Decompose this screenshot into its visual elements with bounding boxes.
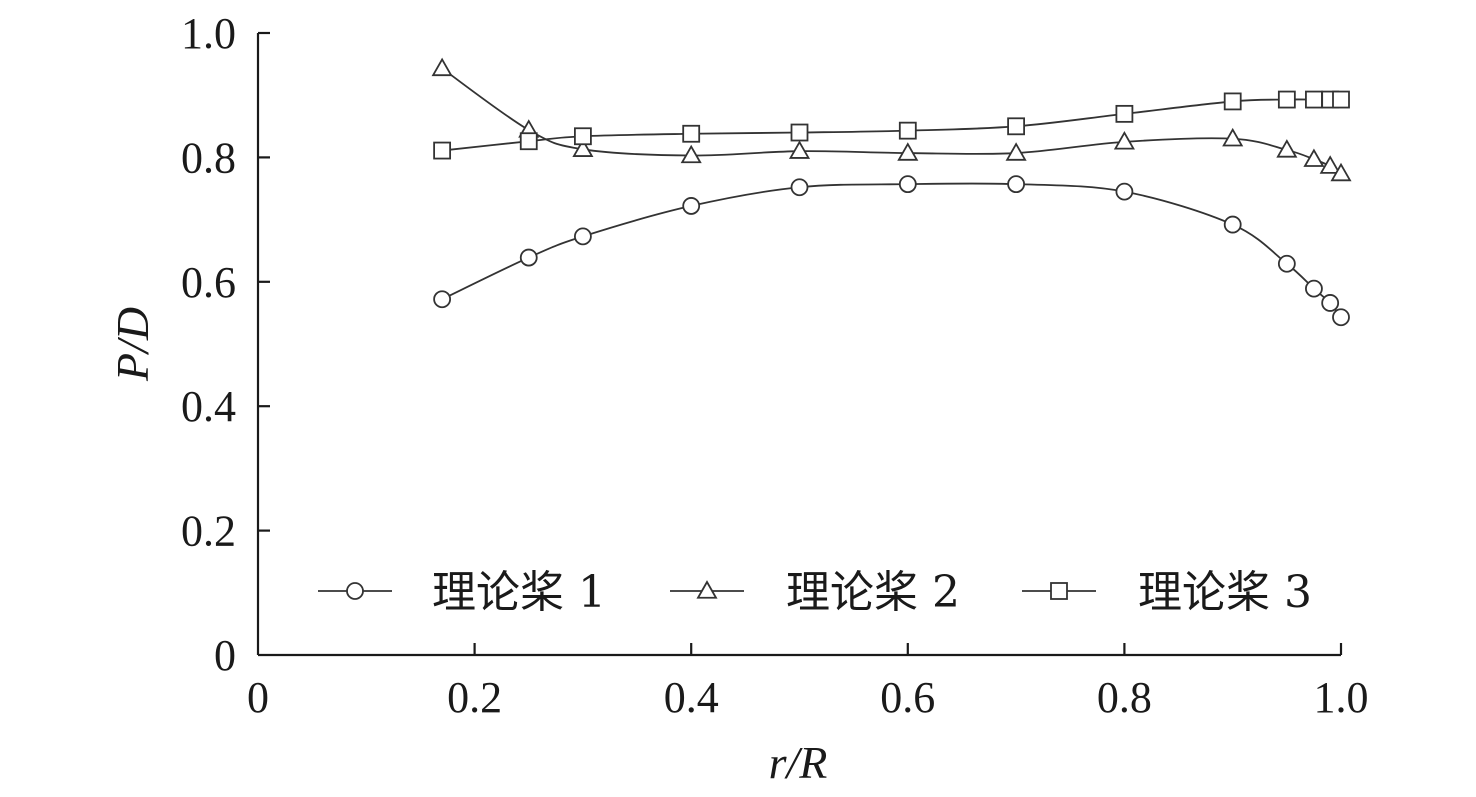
x-axis-title: r/R <box>769 737 828 788</box>
legend-label: 理论桨 2 <box>786 567 960 618</box>
series-2-point <box>1113 131 1135 150</box>
series-1-point <box>1277 254 1296 273</box>
x-tick-label: 1.0 <box>1314 673 1369 722</box>
legend-label: 理论桨 3 <box>1138 567 1312 618</box>
series-1-point <box>1305 279 1323 298</box>
series-3-point <box>1223 92 1242 111</box>
series-1-point <box>898 175 917 194</box>
series-2-point <box>1222 127 1244 147</box>
y-tick-label: 0 <box>214 631 236 680</box>
series-1-point <box>519 248 538 267</box>
series-2-point <box>1303 148 1325 167</box>
series-3-point <box>1277 90 1296 109</box>
y-tick-label: 1.0 <box>181 9 236 58</box>
series-2-point <box>680 144 702 164</box>
series-1-point <box>1223 215 1242 234</box>
series-1-point <box>1321 294 1340 312</box>
series-1-point <box>574 227 592 246</box>
y-tick-label: 0.6 <box>181 258 236 307</box>
series-2 <box>431 57 1352 182</box>
legend-item-2: 理论桨 2 <box>670 567 960 618</box>
series-3-point <box>898 121 917 140</box>
legend: 理论桨 1 理论桨 2 理论桨 3 <box>318 567 1312 618</box>
y-tick-label: 0.8 <box>181 133 236 182</box>
series-2-point <box>788 140 811 159</box>
series-layer <box>431 57 1352 327</box>
series-3-point <box>519 132 538 151</box>
axes <box>256 33 1341 657</box>
legend-item-1: 理论桨 1 <box>318 567 606 618</box>
series-1-point <box>1007 175 1025 194</box>
series-1-point <box>1115 182 1134 201</box>
x-ticks: 0 0.2 0.4 0.6 0.8 1.0 <box>247 643 1369 722</box>
x-tick-label: 0.2 <box>447 673 502 722</box>
series-1-point <box>682 197 701 215</box>
legend-marker <box>346 582 364 600</box>
x-tick-label: 0.8 <box>1097 673 1152 722</box>
series-1-point <box>433 290 452 309</box>
series-3-point <box>1007 117 1025 136</box>
x-tick-label: 0 <box>247 673 269 722</box>
x-tick-label: 0.4 <box>664 673 719 722</box>
legend-marker <box>696 580 718 599</box>
series-3-point <box>1332 90 1350 109</box>
series-1-point <box>1332 308 1350 327</box>
series-2-point <box>1276 139 1298 158</box>
series-1-line <box>441 182 1342 318</box>
series-2-point <box>897 142 919 161</box>
series-2-point <box>1319 155 1341 174</box>
series-3-point <box>574 127 592 146</box>
series-2-point <box>1005 142 1027 161</box>
series-3-point <box>433 141 452 160</box>
series-1 <box>433 175 1350 327</box>
series-2-point <box>572 138 594 157</box>
y-ticks: 0 0.2 0.4 0.6 0.8 1.0 <box>181 9 270 680</box>
series-3 <box>433 90 1350 160</box>
y-axis-title: P/D <box>107 307 158 382</box>
series-2-point <box>431 57 453 77</box>
series-1-point <box>790 178 809 197</box>
series-3-point <box>790 123 809 142</box>
series-3-point <box>682 124 701 143</box>
series-3-point <box>1305 90 1323 109</box>
legend-label: 理论桨 1 <box>432 567 606 618</box>
legend-item-3: 理论桨 3 <box>1022 567 1312 618</box>
x-tick-label: 0.6 <box>880 673 935 722</box>
y-tick-label: 0.4 <box>181 382 236 431</box>
series-2-point <box>1330 162 1352 182</box>
legend-marker <box>1050 582 1068 600</box>
y-tick-label: 0.2 <box>181 507 236 556</box>
series-2-line <box>441 67 1342 175</box>
series-3-point <box>1115 104 1134 123</box>
